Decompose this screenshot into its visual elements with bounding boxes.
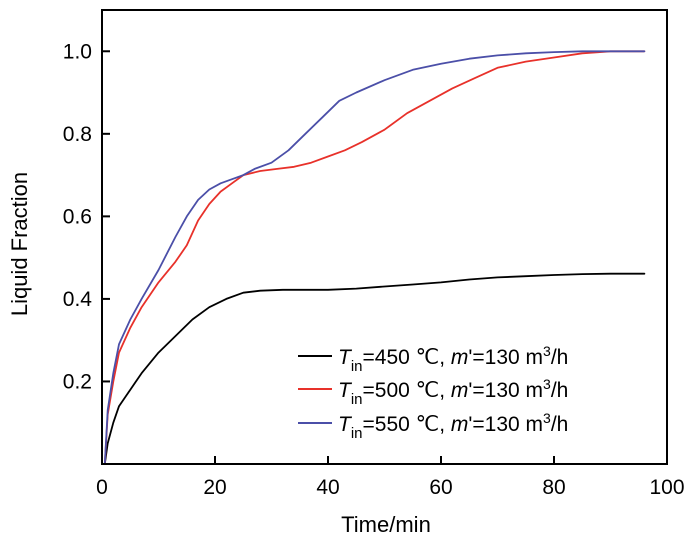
y-tick-label: 0.2	[63, 370, 92, 393]
x-axis-title: Time/min	[341, 512, 431, 537]
x-tick-label: 100	[649, 476, 684, 499]
series-line-1	[103, 272, 646, 465]
plot-frame	[101, 9, 668, 465]
legend-label-2: Tin=500 ℃, m'=130 m3/h	[338, 376, 568, 408]
y-tick-label: 1.0	[63, 40, 92, 63]
y-tick-label: 0.6	[63, 205, 92, 228]
series-line-2	[103, 50, 646, 465]
tick-labels: 0 20 40 60 80 100 0.2 0.4 0.6 0.8 1.0	[63, 40, 685, 499]
x-tick-label: 20	[203, 476, 226, 499]
y-axis-title: Liquid Fraction	[7, 172, 32, 316]
series-line-3	[103, 50, 646, 465]
legend-label-1: Tin=450 ℃, m'=130 m3/h	[338, 343, 568, 375]
x-tick-label: 0	[96, 476, 108, 499]
plot-lines	[103, 50, 646, 465]
axis-ticks	[101, 50, 668, 464]
y-tick-label: 0.4	[63, 288, 93, 311]
legend-label-3: Tin=550 ℃, m'=130 m3/h	[338, 410, 568, 442]
y-tick-label: 0.8	[63, 123, 92, 146]
x-tick-label: 40	[316, 476, 339, 499]
x-tick-label: 60	[429, 476, 452, 499]
x-tick-label: 80	[542, 476, 565, 499]
